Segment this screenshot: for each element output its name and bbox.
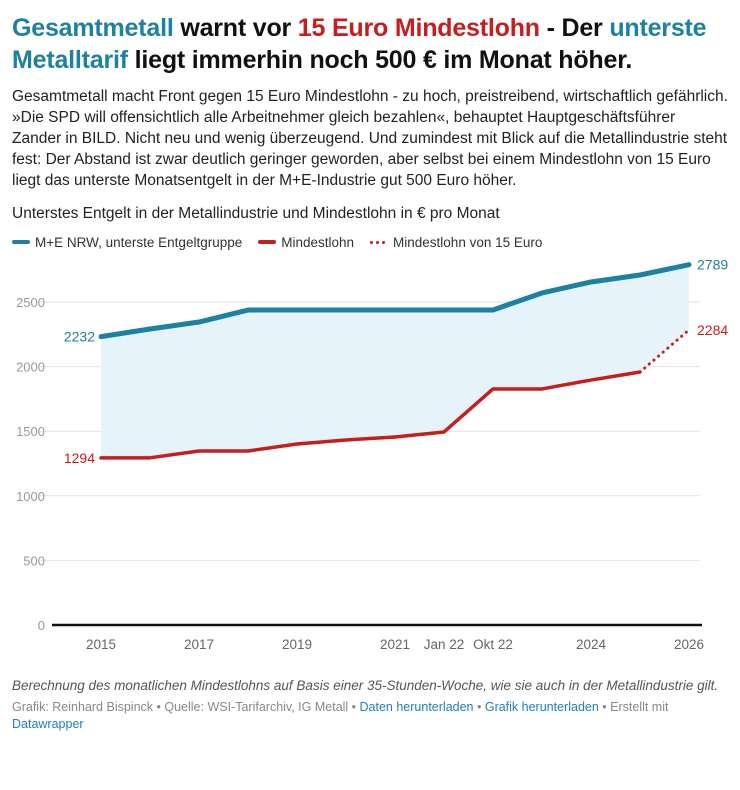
footer-separator: • [598, 700, 611, 714]
legend-swatch-blue [12, 240, 30, 244]
data-label: 2789 [697, 257, 728, 273]
series-line-mindestlohn [99, 370, 642, 460]
x-tick-label: Jan 22 [424, 637, 465, 652]
data-label: 2284 [697, 322, 728, 338]
headline-part-4: - Der [539, 14, 610, 42]
series-line-mindestlohn-15 [638, 328, 691, 374]
series-lines [98, 262, 692, 460]
legend-label: M+E NRW, unterste Entgeltgruppe [35, 234, 243, 250]
headline-part-2: warnt vor [173, 14, 298, 42]
series-line-me-nrw [98, 262, 692, 340]
headline: Gesamtmetall warnt vor 15 Euro Mindestlo… [12, 12, 728, 76]
x-tick-label: 2021 [380, 637, 410, 652]
datawrapper-link[interactable]: Datawrapper [12, 717, 84, 731]
y-tick-label: 1000 [16, 489, 45, 504]
headline-part-3: 15 Euro Mindestlohn [297, 14, 540, 42]
footer-separator: • [473, 700, 485, 714]
chart-title: Unterstes Entgelt in der Metallindustrie… [12, 205, 500, 222]
y-tick-label: 500 [23, 553, 45, 568]
x-tick-label: 2015 [86, 637, 116, 652]
legend-item-me-nrw: M+E NRW, unterste Entgeltgruppe [12, 235, 242, 250]
area-between-series [101, 264, 689, 458]
legend-item-mindestlohn-15: Mindestlohn von 15 Euro [370, 235, 542, 250]
page: Gesamtmetall warnt vor 15 Euro Mindestlo… [12, 12, 728, 733]
legend-label: Mindestlohn von 15 Euro [393, 234, 543, 250]
y-tick-label: 2000 [16, 360, 45, 375]
download-data-link[interactable]: Daten herunterladen [359, 700, 474, 714]
data-labels: 2232 2789 1294 2284 [64, 257, 728, 466]
y-tick-label: 1500 [16, 424, 45, 439]
legend-swatch-red [258, 240, 277, 244]
legend-label: Mindestlohn [281, 234, 355, 250]
footer-separator: • [153, 700, 165, 714]
footer-source: Quelle: WSI-Tarifarchiv, IG Metall [164, 700, 349, 714]
intro-text: Gesamtmetall macht Front gegen 15 Euro M… [12, 88, 728, 189]
download-graphic-link[interactable]: Grafik herunterladen [484, 700, 599, 714]
footer-created-with: Erstellt mit [610, 700, 669, 714]
x-tick-label: Okt 22 [473, 637, 513, 652]
y-tick-label: 2500 [16, 295, 45, 310]
x-tick-label: 2026 [674, 637, 704, 652]
chart-notes: Berechnung des monatlichen Mindestlohns … [12, 678, 719, 693]
headline-part-1: Gesamtmetall [12, 14, 174, 42]
legend-swatch-dotted [370, 240, 388, 244]
data-label: 1294 [64, 450, 95, 466]
x-tick-label: 2019 [282, 637, 312, 652]
x-tick-label: 2017 [184, 637, 214, 652]
headline-part-6: liegt immerhin noch 500 € im Monat höher… [127, 46, 633, 74]
x-axis-ticks: 2015 2017 2019 2021 Jan 22 Okt 22 2024 2026 [86, 637, 704, 652]
y-tick-label: 0 [38, 618, 45, 633]
data-label: 2232 [64, 329, 95, 345]
footer: Grafik: Reinhard Bispinck • Quelle: WSI-… [12, 699, 728, 733]
x-tick-label: 2024 [576, 637, 607, 652]
footer-separator: • [348, 700, 360, 714]
legend-item-mindestlohn: Mindestlohn [258, 235, 354, 250]
footer-credit: Grafik: Reinhard Bispinck [12, 700, 154, 714]
legend: M+E NRW, unterste Entgeltgruppe Mindestl… [12, 233, 728, 251]
y-axis-ticks: 0 500 1000 1500 2000 2500 [16, 295, 45, 633]
line-chart: 0 500 1000 1500 2000 2500 2232 2789 1294 2284 20… [16, 257, 728, 652]
headline-part-5: unterste Metalltarif [12, 14, 707, 74]
